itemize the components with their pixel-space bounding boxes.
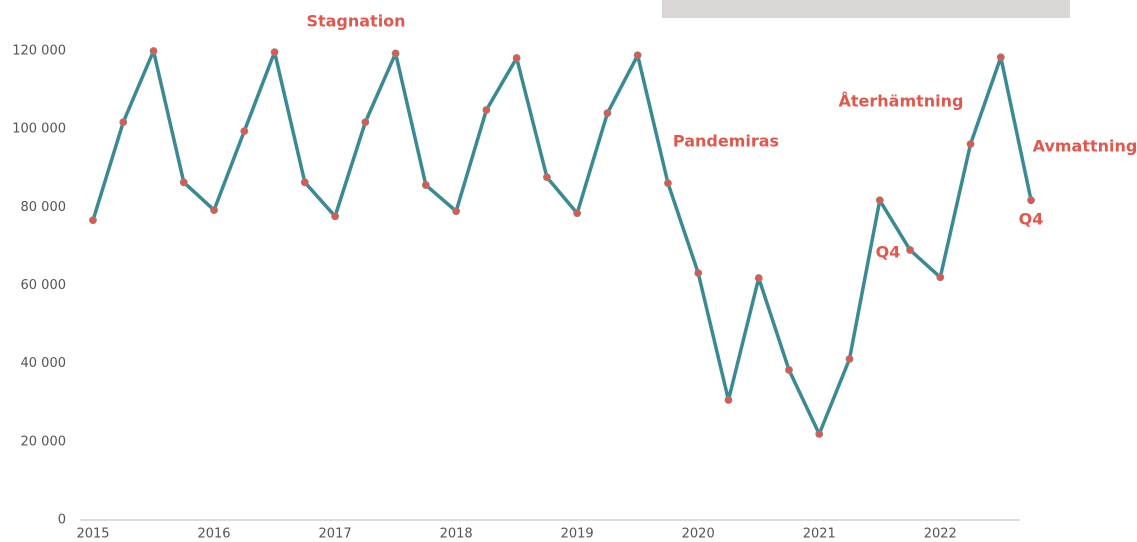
marker [694, 269, 703, 277]
marker [179, 178, 188, 187]
marker [1027, 196, 1035, 205]
y-tick-label: 80 000 [21, 200, 67, 215]
marker [452, 207, 461, 216]
marker [996, 53, 1005, 62]
marker [270, 48, 279, 57]
marker [300, 178, 309, 187]
marker [906, 246, 914, 254]
x-tick-label: 2019 [561, 527, 594, 542]
marker [361, 118, 370, 127]
marker [724, 396, 733, 404]
x-tick-label: 2016 [197, 527, 230, 542]
marker [875, 196, 884, 205]
marker [482, 106, 491, 114]
y-tick-label: 0 [58, 513, 66, 528]
annotation: Återhämtning [839, 92, 964, 111]
x-tick-label: 2015 [76, 527, 109, 542]
marker [119, 118, 128, 127]
header-box [662, 0, 1070, 18]
marker [845, 355, 854, 363]
marker [754, 274, 763, 282]
marker [936, 273, 945, 282]
y-tick-label: 40 000 [21, 356, 67, 371]
annotation: Avmattning [1033, 137, 1137, 156]
marker [543, 173, 551, 182]
marker [421, 181, 430, 189]
marker [240, 127, 249, 136]
y-tick-label: 100 000 [12, 122, 66, 137]
marker [149, 47, 158, 55]
annotation: Q4 [1019, 210, 1044, 229]
marker [331, 212, 339, 221]
marker [603, 109, 612, 118]
x-tick-label: 2021 [803, 527, 836, 542]
x-tick-label: 2020 [682, 527, 715, 542]
marker [664, 179, 672, 188]
marker [210, 206, 218, 214]
y-tick-label: 20 000 [21, 434, 67, 449]
marker [815, 430, 824, 438]
marker [391, 49, 400, 58]
marker [966, 140, 975, 148]
marker [512, 54, 521, 62]
line [91, 49, 1033, 436]
x-tick-label: 2022 [924, 527, 957, 542]
y-tick-label: 120 000 [12, 44, 66, 59]
marker [89, 216, 97, 225]
marker [785, 366, 793, 374]
annotation: Pandemiras [673, 132, 779, 151]
marker [573, 209, 582, 218]
x-tick-label: 2018 [440, 527, 473, 542]
x-tick-label: 2017 [319, 527, 352, 542]
annotation: Q4 [876, 243, 901, 262]
annotation: Stagnation [306, 12, 405, 31]
marker [633, 51, 642, 60]
y-tick-label: 60 000 [21, 278, 67, 293]
